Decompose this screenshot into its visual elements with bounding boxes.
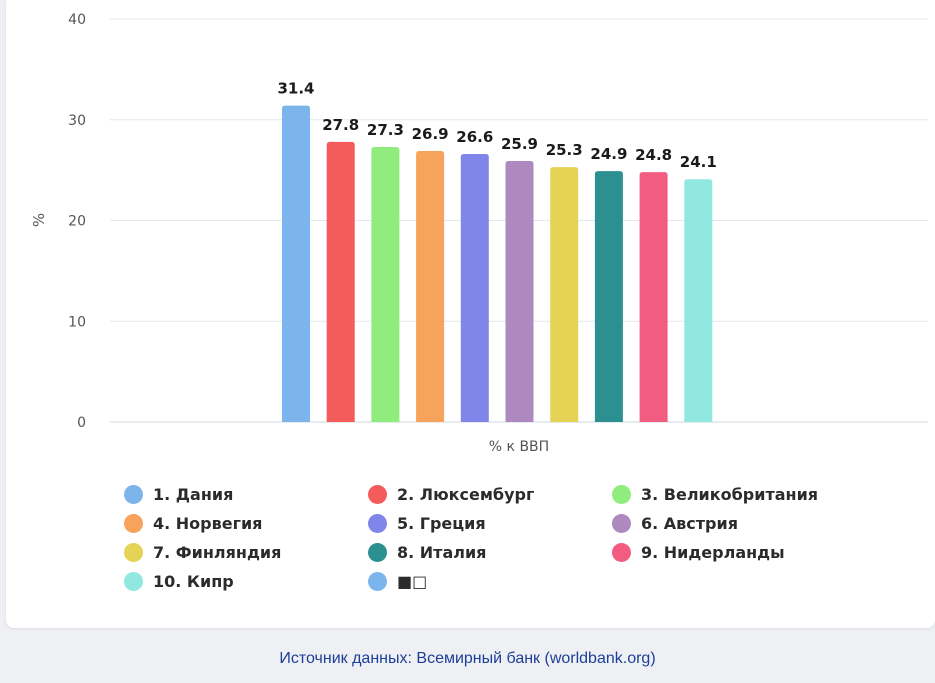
legend-item[interactable]: 5. Греция (368, 513, 612, 533)
x-axis-label: % к ВВП (489, 439, 549, 455)
legend-item[interactable]: ■□ (368, 571, 612, 591)
bar-1 (282, 105, 310, 423)
legend-label: 1. Дания (153, 484, 234, 504)
legend-label: 7. Финляндия (153, 542, 282, 562)
data-label: 26.9 (412, 125, 449, 143)
data-label: 25.3 (546, 141, 583, 159)
y-tick-label: 0 (77, 415, 86, 431)
bar-5 (460, 154, 489, 422)
legend-item[interactable]: 2. Люксембург (368, 484, 612, 504)
bar-7 (550, 167, 579, 422)
bar-8 (594, 171, 623, 422)
legend-item[interactable]: 10. Кипр (124, 571, 368, 591)
legend-label: 10. Кипр (153, 571, 234, 591)
legend-marker-icon (368, 571, 387, 591)
legend-label: 8. Италия (397, 542, 487, 562)
legend-item[interactable]: 1. Дания (124, 484, 368, 504)
legend-item[interactable]: 6. Австрия (612, 513, 882, 533)
data-label: 24.8 (635, 146, 672, 164)
data-label: 24.9 (590, 145, 627, 163)
bar-3 (371, 146, 400, 422)
bar-2 (326, 141, 355, 423)
bar-4 (416, 150, 445, 423)
legend-marker-icon (124, 542, 143, 562)
data-label: 27.8 (322, 116, 359, 134)
bar-10 (684, 179, 713, 422)
y-tick-label: 20 (68, 214, 86, 230)
y-tick-label: 10 (68, 314, 86, 330)
legend-marker-icon (124, 484, 143, 504)
data-label: 26.6 (456, 128, 493, 146)
legend-marker-icon (368, 513, 387, 533)
legend-marker-icon (612, 484, 631, 504)
legend-marker-icon (612, 542, 631, 562)
legend-label: 4. Норвегия (153, 513, 263, 533)
chart-legend: 1. Дания 2. Люксембург 3. Великобритания 4.… (124, 484, 884, 591)
legend-label: 6. Австрия (641, 513, 738, 533)
legend-label: 5. Греция (397, 513, 486, 533)
data-label: 25.9 (501, 135, 538, 153)
legend-item[interactable]: 7. Финляндия (124, 542, 368, 562)
y-axis-label: % (30, 213, 48, 227)
bar-6 (505, 161, 534, 422)
legend-marker-icon (124, 571, 143, 591)
y-tick-label: 40 (68, 12, 86, 28)
legend-label: 2. Люксембург (397, 484, 535, 504)
y-tick-label: 30 (68, 113, 86, 129)
bar-9 (639, 172, 668, 422)
legend-item[interactable]: 9. Нидерланды (612, 542, 882, 562)
bar-chart: 0 10 20 30 40% 31.4 27.8 27.3 26.9 26.6 25.9 25.3 24… (30, 12, 928, 455)
legend-label: 9. Нидерланды (641, 542, 785, 562)
legend-marker-icon (368, 542, 387, 562)
legend-label: 3. Великобритания (641, 484, 819, 504)
legend-marker-icon (124, 513, 143, 533)
legend-marker-icon (612, 513, 631, 533)
legend-label: ■□ (397, 571, 428, 591)
legend-item[interactable]: 4. Норвегия (124, 513, 368, 533)
legend-item[interactable]: 3. Великобритания (612, 484, 882, 504)
data-label: 24.1 (680, 153, 717, 171)
legend-item[interactable]: 8. Италия (368, 542, 612, 562)
legend-marker-icon (368, 484, 387, 504)
data-label: 27.3 (367, 121, 404, 139)
data-source-note: Источник данных: Всемирный банк (worldba… (279, 650, 656, 667)
data-label: 31.4 (277, 80, 314, 98)
